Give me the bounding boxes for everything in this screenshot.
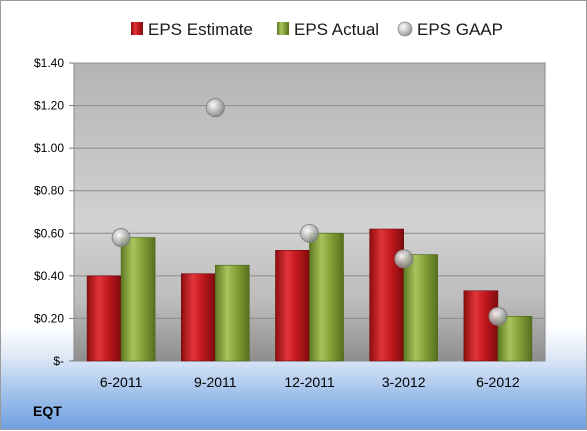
y-tick-label: $1.20 <box>34 99 64 113</box>
y-tick-label: $1.40 <box>34 56 64 70</box>
legend-swatch-actual <box>277 22 289 35</box>
y-tick-label: $- <box>53 354 64 368</box>
legend-label-gaap: EPS GAAP <box>417 20 503 39</box>
legend: EPS Estimate EPS Actual EPS GAAP <box>131 20 503 39</box>
bar-eps-estimate <box>275 250 310 362</box>
bar-eps-actual <box>309 232 344 362</box>
point-eps-gaap <box>205 98 225 118</box>
legend-swatch-estimate <box>131 22 143 35</box>
bar-eps-estimate <box>369 228 405 362</box>
bar-eps-actual <box>403 254 439 362</box>
y-tick-label: $0.20 <box>34 311 64 325</box>
x-tick-label: 3-2012 <box>382 374 426 390</box>
x-axis-ticks: 6-2011 9-2011 12-2011 3-2012 6-2012 <box>100 374 520 390</box>
x-tick-label: 9-2011 <box>194 374 237 390</box>
bar-eps-estimate <box>86 275 122 362</box>
x-tick-label: 6-2012 <box>476 374 520 390</box>
y-tick-label: $0.80 <box>34 184 64 198</box>
bar-eps-estimate <box>463 290 499 362</box>
bar-eps-estimate <box>181 273 216 362</box>
legend-label-estimate: EPS Estimate <box>148 20 253 39</box>
y-tick-label: $0.60 <box>34 226 64 240</box>
legend-swatch-gaap <box>397 21 413 37</box>
point-eps-gaap <box>488 306 508 326</box>
bar-eps-actual <box>120 237 156 362</box>
point-eps-gaap <box>300 223 319 243</box>
gaap-points <box>111 98 508 326</box>
point-eps-gaap <box>111 228 131 247</box>
bars <box>86 228 533 362</box>
point-eps-gaap <box>394 249 414 269</box>
bar-eps-actual <box>215 264 250 362</box>
x-tick-label: 6-2011 <box>100 374 143 390</box>
y-axis-ticks: $- $0.20 $0.40 $0.60 $0.80 $1.00 $1.20 $1.40 <box>34 56 74 368</box>
legend-label-actual: EPS Actual <box>294 20 379 39</box>
x-tick-label: 12-2011 <box>284 374 335 390</box>
ticker-label: EQT <box>33 403 62 419</box>
y-tick-label: $1.00 <box>34 141 64 155</box>
y-tick-label: $0.40 <box>34 269 64 283</box>
